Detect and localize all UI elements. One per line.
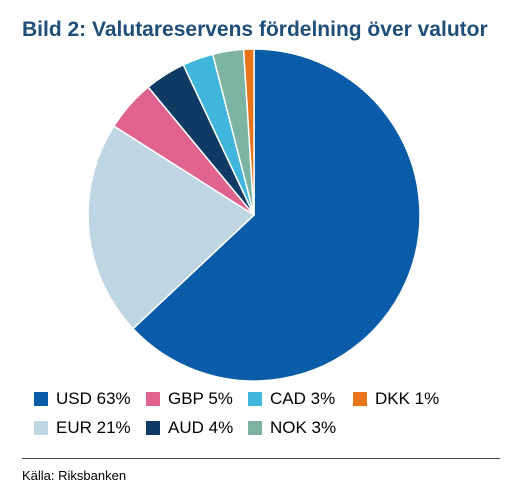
legend-swatch-nok: [248, 421, 262, 435]
legend-item-aud: AUD 4%: [146, 418, 233, 438]
legend-item-dkk: DKK 1%: [353, 389, 439, 409]
legend-item-eur: EUR 21%: [34, 418, 131, 438]
source-note: Källa: Riksbanken: [22, 468, 127, 483]
source-divider: [22, 458, 500, 459]
legend-swatch-eur: [34, 421, 48, 435]
legend-swatch-cad: [248, 392, 262, 406]
legend-label-eur: EUR 21%: [56, 418, 131, 437]
legend-swatch-aud: [146, 421, 160, 435]
legend-label-nok: NOK 3%: [270, 418, 337, 437]
pie-slice-eur: [87, 125, 256, 330]
legend-label-gbp: GBP 5%: [168, 389, 233, 408]
legend-item-cad: CAD 3%: [248, 389, 335, 409]
legend-item-usd: USD 63%: [34, 389, 131, 409]
legend-item-gbp: GBP 5%: [146, 389, 233, 409]
legend-swatch-dkk: [353, 392, 367, 406]
legend-label-usd: USD 63%: [56, 389, 131, 408]
legend-label-cad: CAD 3%: [270, 389, 336, 408]
chart-title: Bild 2: Valutareservens fördelning över …: [22, 18, 488, 41]
pie-slice-dkk: [242, 48, 255, 216]
pie-slice-usd: [131, 48, 421, 382]
legend-item-nok: NOK 3%: [248, 418, 336, 438]
legend-label-dkk: DKK 1%: [375, 389, 440, 408]
legend-swatch-gbp: [146, 392, 160, 406]
legend-label-aud: AUD 4%: [168, 418, 234, 437]
legend-swatch-usd: [34, 392, 48, 406]
